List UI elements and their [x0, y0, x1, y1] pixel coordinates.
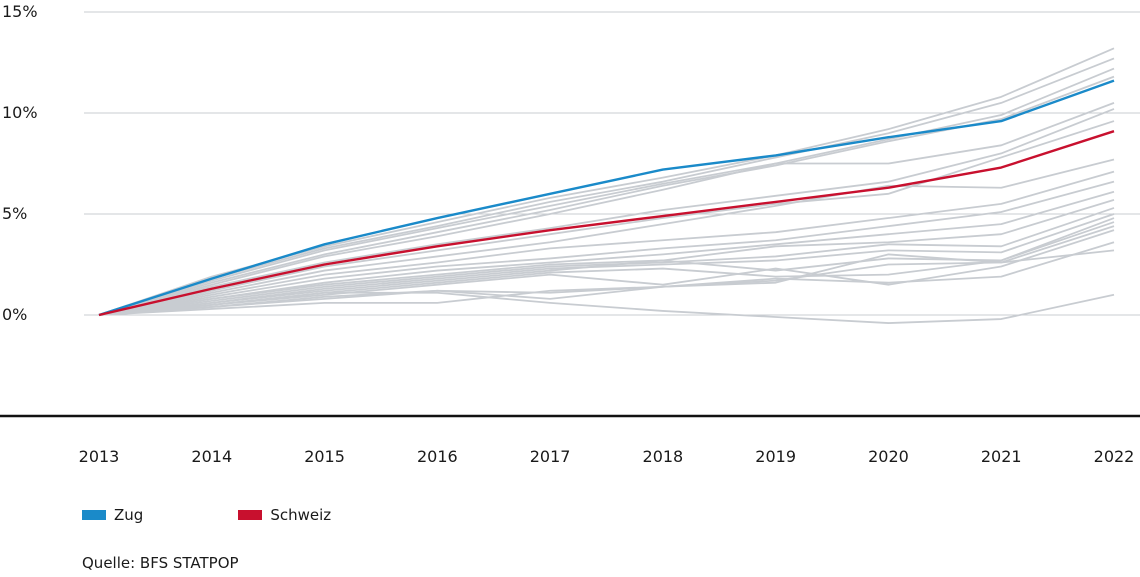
y-tick-label: 0%: [2, 305, 27, 324]
x-axis-ticks: 2013 2014 2015 2016 2017 2018 2019 2020 2021 2022: [79, 447, 1135, 466]
background-series-line: [98, 158, 1115, 316]
background-series-line: [98, 170, 1115, 316]
x-tick-label: 2013: [79, 447, 120, 466]
gridlines: [84, 11, 1140, 316]
x-tick-label: 2014: [191, 447, 232, 466]
background-series-line: [98, 207, 1115, 316]
y-tick-label: 10%: [2, 103, 38, 122]
background-series-line: [98, 225, 1115, 316]
background-series-line: [98, 102, 1115, 316]
x-tick-label: 2015: [304, 447, 345, 466]
background-series: [98, 47, 1115, 324]
highlight-series: [98, 79, 1115, 317]
legend: Zug Schweiz: [82, 506, 426, 524]
x-tick-label: 2021: [981, 447, 1022, 466]
background-series-line: [98, 180, 1115, 316]
legend-item-schweiz: Schweiz: [238, 506, 331, 524]
x-tick-label: 2016: [417, 447, 458, 466]
background-series-line: [98, 213, 1115, 316]
legend-swatch-zug: [82, 510, 106, 520]
background-series-line: [98, 217, 1115, 316]
series-line-zug: [98, 79, 1115, 317]
legend-label-zug: Zug: [114, 506, 144, 524]
x-tick-label: 2018: [643, 447, 684, 466]
x-tick-label: 2020: [868, 447, 909, 466]
series-line-schweiz: [98, 130, 1115, 317]
x-tick-label: 2019: [755, 447, 796, 466]
background-series-line: [98, 249, 1115, 316]
source-note: Quelle: BFS STATPOP: [82, 554, 239, 572]
x-tick-label: 2017: [530, 447, 571, 466]
legend-swatch-schweiz: [238, 510, 263, 520]
background-series-line: [98, 190, 1115, 316]
y-tick-label: 5%: [2, 204, 27, 223]
background-series-line: [98, 57, 1115, 316]
background-series-line: [98, 120, 1115, 316]
y-tick-label: 15%: [2, 2, 38, 21]
background-series-line: [98, 291, 1115, 324]
background-series-line: [98, 67, 1115, 316]
background-series-line: [98, 241, 1115, 316]
legend-item-zug: Zug: [82, 506, 143, 524]
background-series-line: [98, 108, 1115, 316]
background-series-line: [98, 229, 1115, 316]
y-axis-ticks: 0% 5% 10% 15%: [2, 2, 38, 324]
legend-label-schweiz: Schweiz: [270, 506, 332, 524]
background-series-line: [98, 198, 1115, 316]
x-tick-label: 2022: [1094, 447, 1135, 466]
